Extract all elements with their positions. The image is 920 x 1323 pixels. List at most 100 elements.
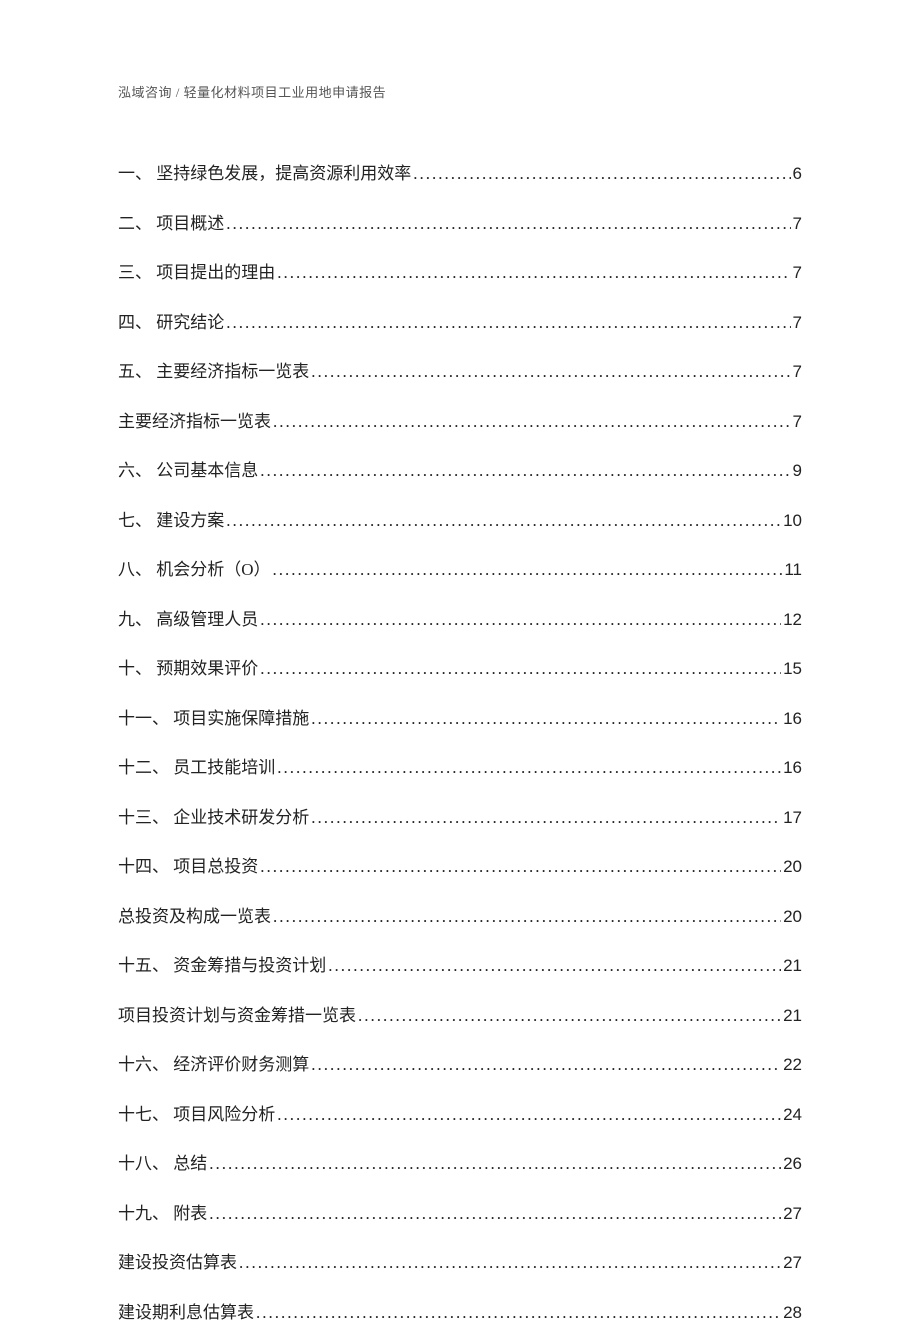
- toc-entry: 九、 高级管理人员 12: [118, 605, 802, 630]
- toc-entry-label: 建设期利息估算表: [118, 1298, 254, 1323]
- toc-entry: 总投资及构成一览表 20: [118, 902, 802, 927]
- toc-entry-label: 十六、 经济评价财务测算: [118, 1050, 309, 1075]
- toc-entry-label: 十五、 资金筹措与投资计划: [118, 951, 326, 976]
- toc-entry-label: 十四、 项目总投资: [118, 852, 258, 877]
- toc-leader-dots: [273, 560, 783, 580]
- toc-leader-dots: [226, 511, 781, 531]
- toc-entry-page: 11: [784, 560, 802, 580]
- toc-entry-label: 十、 预期效果评价: [118, 654, 258, 679]
- toc-entry-page: 7: [793, 412, 802, 432]
- toc-entry: 十六、 经济评价财务测算 22: [118, 1050, 802, 1075]
- toc-leader-dots: [260, 610, 781, 630]
- toc-entry-page: 21: [783, 1006, 802, 1026]
- toc-entry-page: 7: [793, 313, 802, 333]
- toc-entry-label: 十九、 附表: [118, 1199, 207, 1224]
- toc-entry-page: 10: [783, 511, 802, 531]
- toc-entry: 项目投资计划与资金筹措一览表 21: [118, 1001, 802, 1026]
- toc-leader-dots: [273, 412, 791, 432]
- toc-entry-page: 17: [783, 808, 802, 828]
- toc-leader-dots: [273, 907, 781, 927]
- toc-entry-label: 二、 项目概述: [118, 209, 224, 234]
- toc-leader-dots: [226, 214, 790, 234]
- toc-entry: 五、 主要经济指标一览表 7: [118, 357, 802, 382]
- toc-entry: 建设期利息估算表 28: [118, 1298, 802, 1323]
- toc-leader-dots: [311, 1055, 781, 1075]
- toc-entry-label: 建设投资估算表: [118, 1248, 237, 1273]
- toc-entry-page: 20: [783, 857, 802, 877]
- toc-entry: 七、 建设方案 10: [118, 506, 802, 531]
- toc-entry-label: 七、 建设方案: [118, 506, 224, 531]
- toc-leader-dots: [311, 808, 781, 828]
- table-of-contents: 一、 坚持绿色发展，提高资源利用效率 6二、 项目概述7三、 项目提出的理由7四…: [118, 159, 802, 1323]
- toc-entry: 十二、 员工技能培训 16: [118, 753, 802, 778]
- toc-entry: 十九、 附表 27: [118, 1199, 802, 1224]
- toc-entry-page: 21: [783, 956, 802, 976]
- toc-entry-label: 六、 公司基本信息: [118, 456, 258, 481]
- toc-entry-page: 15: [783, 659, 802, 679]
- toc-leader-dots: [239, 1253, 781, 1273]
- toc-entry-page: 12: [783, 610, 802, 630]
- toc-leader-dots: [311, 362, 790, 382]
- toc-leader-dots: [311, 709, 781, 729]
- toc-entry: 十一、 项目实施保障措施 16: [118, 704, 802, 729]
- toc-leader-dots: [256, 1303, 781, 1323]
- toc-entry: 四、 研究结论 7: [118, 308, 802, 333]
- toc-entry-page: 24: [783, 1105, 802, 1125]
- toc-leader-dots: [413, 164, 790, 184]
- toc-entry-page: 7: [793, 362, 802, 382]
- toc-entry: 十、 预期效果评价 15: [118, 654, 802, 679]
- toc-entry: 二、 项目概述 7: [118, 209, 802, 234]
- toc-entry-label: 八、 机会分析（O）: [118, 555, 271, 580]
- toc-entry-page: 7: [793, 214, 802, 234]
- toc-entry-label: 十一、 项目实施保障措施: [118, 704, 309, 729]
- toc-entry-page: 28: [783, 1303, 802, 1323]
- toc-leader-dots: [226, 313, 790, 333]
- toc-entry-page: 16: [783, 709, 802, 729]
- toc-entry-page: 16: [783, 758, 802, 778]
- toc-entry-page: 27: [783, 1204, 802, 1224]
- toc-entry-label: 一、 坚持绿色发展，提高资源利用效率: [118, 159, 411, 184]
- toc-entry-label: 项目投资计划与资金筹措一览表: [118, 1001, 356, 1026]
- toc-leader-dots: [260, 659, 781, 679]
- toc-entry-label: 十二、 员工技能培训: [118, 753, 275, 778]
- toc-entry-page: 26: [783, 1154, 802, 1174]
- toc-entry-page: 6: [793, 164, 802, 184]
- toc-entry-label: 主要经济指标一览表: [118, 407, 271, 432]
- toc-entry: 三、 项目提出的理由 7: [118, 258, 802, 283]
- toc-entry-label: 五、 主要经济指标一览表: [118, 357, 309, 382]
- toc-entry: 建设投资估算表 27: [118, 1248, 802, 1273]
- toc-leader-dots: [209, 1154, 781, 1174]
- toc-entry: 十四、 项目总投资 20: [118, 852, 802, 877]
- toc-entry-page: 22: [783, 1055, 802, 1075]
- toc-leader-dots: [260, 857, 781, 877]
- toc-entry-page: 27: [783, 1253, 802, 1273]
- toc-entry: 一、 坚持绿色发展，提高资源利用效率 6: [118, 159, 802, 184]
- toc-entry-label: 四、 研究结论: [118, 308, 224, 333]
- toc-entry-label: 九、 高级管理人员: [118, 605, 258, 630]
- toc-leader-dots: [328, 956, 781, 976]
- toc-entry-page: 20: [783, 907, 802, 927]
- toc-leader-dots: [277, 1105, 781, 1125]
- toc-entry-label: 十八、 总结: [118, 1149, 207, 1174]
- toc-leader-dots: [358, 1006, 781, 1026]
- toc-entry: 八、 机会分析（O） 11: [118, 555, 802, 580]
- document-page: 泓域咨询 / 轻量化材料项目工业用地申请报告 一、 坚持绿色发展，提高资源利用效…: [0, 0, 920, 1191]
- toc-entry: 十七、 项目风险分析 24: [118, 1100, 802, 1125]
- page-header: 泓域咨询 / 轻量化材料项目工业用地申请报告: [118, 82, 802, 101]
- toc-entry-label: 三、 项目提出的理由: [118, 258, 275, 283]
- header-text: 泓域咨询 / 轻量化材料项目工业用地申请报告: [118, 85, 386, 100]
- toc-leader-dots: [277, 758, 781, 778]
- toc-entry-label: 十三、 企业技术研发分析: [118, 803, 309, 828]
- toc-entry-label: 总投资及构成一览表: [118, 902, 271, 927]
- toc-entry: 十五、 资金筹措与投资计划 21: [118, 951, 802, 976]
- toc-entry-page: 7: [793, 263, 802, 283]
- toc-leader-dots: [209, 1204, 781, 1224]
- toc-entry-label: 十七、 项目风险分析: [118, 1100, 275, 1125]
- toc-leader-dots: [277, 263, 790, 283]
- toc-entry-page: 9: [793, 461, 802, 481]
- toc-entry: 十八、 总结 26: [118, 1149, 802, 1174]
- toc-entry: 十三、 企业技术研发分析 17: [118, 803, 802, 828]
- toc-leader-dots: [260, 461, 790, 481]
- toc-entry: 六、 公司基本信息 9: [118, 456, 802, 481]
- toc-entry: 主要经济指标一览表 7: [118, 407, 802, 432]
